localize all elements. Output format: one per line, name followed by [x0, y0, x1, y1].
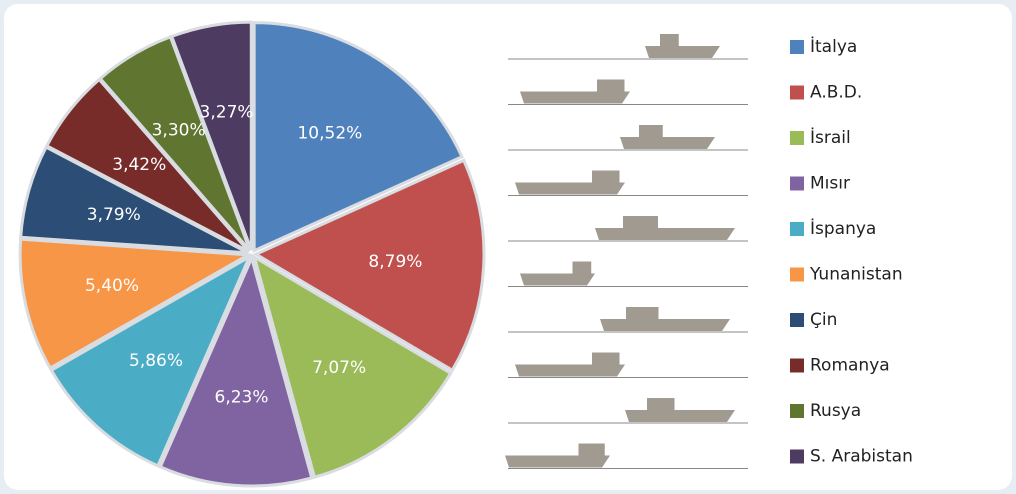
slice-label: 5,40%: [85, 276, 139, 296]
legend-label: S. Arabistan: [810, 447, 913, 467]
legend-label: Yunanistan: [809, 265, 903, 285]
pie-slice: [18, 237, 254, 371]
ship-deck: [597, 79, 625, 92]
ship-hull: [595, 228, 735, 240]
legend-swatch: [790, 267, 804, 282]
ship-deck: [660, 34, 679, 46]
legend-swatch: [790, 358, 804, 373]
slice-label: 3,42%: [112, 155, 166, 175]
ship-hull: [515, 364, 625, 377]
ship-hull: [520, 273, 595, 286]
legend-swatch: [790, 131, 804, 145]
ship-deck: [578, 443, 605, 456]
legend-label: Çin: [810, 310, 837, 330]
slice-label: 5,86%: [129, 351, 183, 371]
ship-hull: [505, 455, 610, 468]
ship-deck: [626, 307, 659, 319]
pie-slice: [158, 253, 314, 488]
legend-label: Rusya: [810, 401, 861, 421]
ship-deck: [639, 125, 663, 137]
ship-hull: [600, 319, 730, 331]
legend-label: İtalya: [810, 36, 857, 57]
ship-hull: [625, 410, 735, 422]
slice-label: 7,07%: [312, 358, 366, 378]
slice-label: 3,30%: [152, 121, 206, 141]
legend-label: İspanya: [810, 218, 876, 239]
legend-label: Romanya: [810, 356, 890, 376]
pie-slice: [19, 145, 249, 255]
ship-hull: [520, 91, 630, 104]
pie-slice: [169, 20, 253, 251]
legend-label: A.B.D.: [810, 83, 862, 103]
ship-hull: [645, 46, 720, 58]
ship-deck: [572, 261, 592, 274]
legend-label: Mısır: [810, 174, 850, 194]
slice-label: 8,79%: [368, 252, 422, 272]
legend-label: İsrail: [810, 127, 851, 148]
ship-deck: [592, 352, 620, 365]
slice-label: 6,23%: [215, 387, 269, 407]
slice-label: 10,52%: [297, 123, 362, 143]
ship-hull: [620, 137, 715, 149]
legend-swatch: [790, 404, 804, 418]
ship-hull: [515, 182, 625, 195]
legend-swatch: [790, 222, 804, 236]
pie-slice: [49, 253, 253, 468]
legend-swatch: [790, 85, 804, 100]
ship-deck: [623, 216, 658, 228]
legend-swatch: [790, 176, 804, 191]
pie-slice: [252, 21, 464, 253]
slice-label: 3,79%: [87, 205, 141, 225]
slice-label: 3,27%: [200, 103, 254, 123]
pie-slice: [252, 158, 486, 373]
ship-deck: [647, 398, 675, 410]
ship-deck: [592, 170, 620, 183]
legend-swatch: [790, 40, 804, 54]
pie-slice: [44, 77, 250, 253]
legend-swatch: [790, 313, 804, 327]
pie-slice: [252, 254, 453, 479]
legend-swatch: [790, 449, 804, 464]
